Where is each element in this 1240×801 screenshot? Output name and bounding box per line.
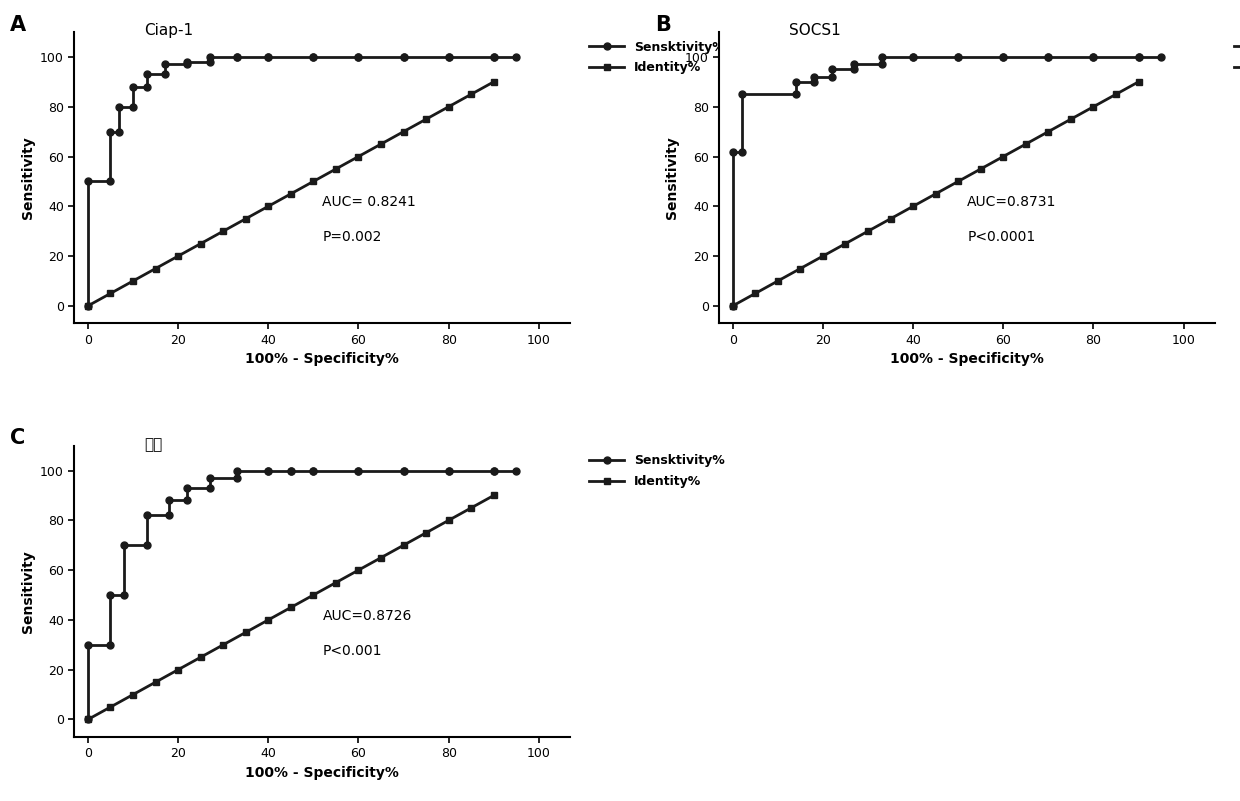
Text: P<0.001: P<0.001 xyxy=(322,644,382,658)
Y-axis label: Sensitivity: Sensitivity xyxy=(21,550,35,633)
X-axis label: 100% - Specificity%: 100% - Specificity% xyxy=(246,352,399,366)
Y-axis label: Sensitivity: Sensitivity xyxy=(21,136,35,219)
Text: P=0.002: P=0.002 xyxy=(322,230,382,244)
Text: AUC=0.8731: AUC=0.8731 xyxy=(967,195,1056,209)
Text: C: C xyxy=(10,429,25,449)
Text: SOCS1: SOCS1 xyxy=(789,23,841,38)
Text: B: B xyxy=(655,14,671,34)
Text: P<0.0001: P<0.0001 xyxy=(967,230,1035,244)
Legend: Sensktivity%, Identity%: Sensktivity%, Identity% xyxy=(587,452,728,490)
Text: A: A xyxy=(10,14,26,34)
Legend: Sensktivity%, Identity%: Sensktivity%, Identity% xyxy=(1231,38,1240,77)
X-axis label: 100% - Specificity%: 100% - Specificity% xyxy=(246,766,399,780)
Text: Ciap-1: Ciap-1 xyxy=(144,23,193,38)
Text: AUC= 0.8241: AUC= 0.8241 xyxy=(322,195,417,209)
Text: 联合: 联合 xyxy=(144,437,162,452)
Text: AUC=0.8726: AUC=0.8726 xyxy=(322,609,412,622)
Legend: Sensktivity%, Identity%: Sensktivity%, Identity% xyxy=(587,38,728,77)
Y-axis label: Sensitivity: Sensitivity xyxy=(666,136,680,219)
X-axis label: 100% - Specificity%: 100% - Specificity% xyxy=(890,352,1044,366)
